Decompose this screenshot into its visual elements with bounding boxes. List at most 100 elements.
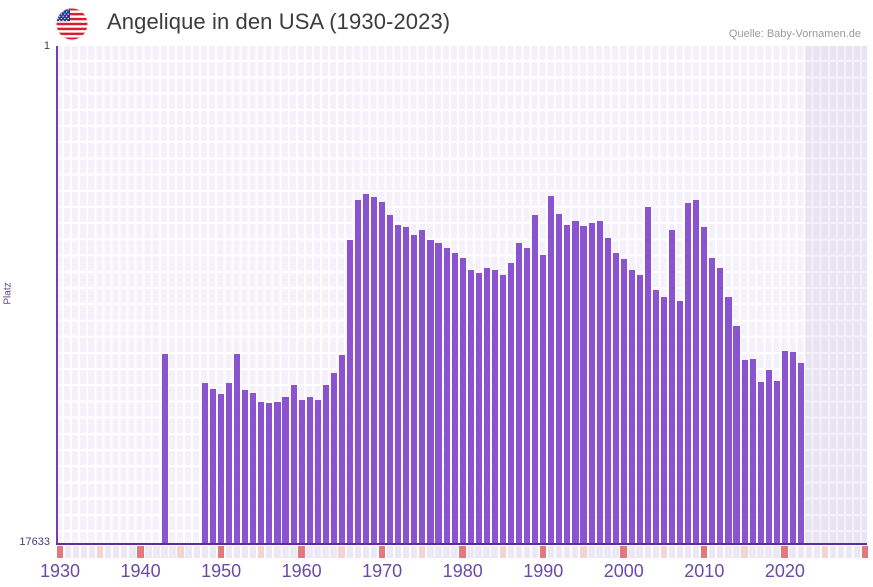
bar-1957[interactable] bbox=[274, 402, 281, 545]
bar-1971[interactable] bbox=[387, 215, 394, 545]
bar-1963[interactable] bbox=[322, 385, 329, 545]
bar-2017[interactable] bbox=[757, 382, 764, 545]
bar-2002[interactable] bbox=[636, 275, 643, 545]
bar-1982[interactable] bbox=[475, 273, 482, 545]
x-tick-1966 bbox=[346, 546, 353, 558]
bar-2003[interactable] bbox=[644, 207, 651, 545]
bar-1992[interactable] bbox=[556, 214, 563, 545]
bar-1949[interactable] bbox=[209, 389, 217, 545]
bar-1969[interactable] bbox=[371, 197, 378, 545]
bar-1997[interactable] bbox=[596, 221, 603, 545]
bar-2022[interactable] bbox=[797, 363, 804, 545]
bar-1958[interactable] bbox=[282, 397, 289, 545]
bar-1990[interactable] bbox=[540, 255, 547, 545]
bar-1956[interactable] bbox=[266, 403, 273, 545]
bar-2007[interactable] bbox=[677, 301, 684, 545]
bar-2014[interactable] bbox=[733, 326, 740, 545]
bar-2000[interactable] bbox=[620, 259, 627, 545]
x-tick-1969 bbox=[370, 546, 378, 558]
x-tick-1995 bbox=[580, 546, 587, 558]
bar-1959[interactable] bbox=[290, 385, 297, 545]
bar-2019[interactable] bbox=[773, 381, 780, 545]
bar-1973[interactable] bbox=[403, 227, 410, 545]
bar-2021[interactable] bbox=[789, 352, 796, 545]
bar-1951[interactable] bbox=[226, 383, 233, 545]
bar-1979[interactable] bbox=[451, 253, 458, 545]
bar-1983[interactable] bbox=[483, 268, 490, 545]
bar-1981[interactable] bbox=[467, 270, 474, 545]
bar-2013[interactable] bbox=[725, 297, 732, 545]
bar-2011[interactable] bbox=[709, 258, 716, 545]
bar-2001[interactable] bbox=[628, 270, 635, 545]
x-tick-1979 bbox=[451, 546, 458, 558]
x-tick-1990 bbox=[539, 546, 547, 558]
bar-1975[interactable] bbox=[419, 230, 426, 545]
bar-1998[interactable] bbox=[604, 238, 611, 545]
bar-2015[interactable] bbox=[741, 360, 748, 545]
bar-1950[interactable] bbox=[218, 394, 225, 545]
bar-1989[interactable] bbox=[532, 215, 539, 545]
x-tick-1935 bbox=[96, 546, 104, 558]
x-tick-2000 bbox=[620, 546, 627, 558]
bar-1967[interactable] bbox=[354, 200, 362, 545]
bar-1985[interactable] bbox=[499, 275, 507, 545]
bar-1984[interactable] bbox=[491, 270, 498, 545]
bar-1993[interactable] bbox=[564, 225, 571, 545]
bar-1965[interactable] bbox=[338, 355, 345, 545]
x-tick-2024 bbox=[813, 546, 821, 558]
bar-1964[interactable] bbox=[330, 373, 337, 545]
x-tick-1949 bbox=[209, 546, 217, 558]
bar-1986[interactable] bbox=[507, 263, 515, 545]
bar-1966[interactable] bbox=[346, 240, 353, 545]
bar-1994[interactable] bbox=[572, 221, 579, 545]
bar-1972[interactable] bbox=[395, 225, 402, 545]
bar-1962[interactable] bbox=[314, 400, 321, 545]
x-tick-1930 bbox=[56, 546, 64, 558]
x-tick-1970 bbox=[378, 546, 386, 558]
bar-1952[interactable] bbox=[234, 354, 241, 545]
bar-1978[interactable] bbox=[443, 248, 450, 545]
bar-2004[interactable] bbox=[652, 290, 660, 545]
bar-2009[interactable] bbox=[693, 200, 700, 545]
bar-1961[interactable] bbox=[306, 397, 313, 545]
bar-2012[interactable] bbox=[717, 268, 724, 545]
bar-1988[interactable] bbox=[524, 248, 531, 545]
bar-2010[interactable] bbox=[701, 227, 708, 545]
bar-1960[interactable] bbox=[298, 400, 305, 545]
bar-1980[interactable] bbox=[459, 258, 466, 545]
x-tick-1938 bbox=[121, 546, 128, 558]
bar-1991[interactable] bbox=[548, 196, 555, 545]
bar-1974[interactable] bbox=[411, 235, 418, 545]
bar-2016[interactable] bbox=[749, 359, 756, 545]
bar-1977[interactable] bbox=[435, 243, 442, 545]
bar-1999[interactable] bbox=[612, 253, 619, 545]
x-tick-1964 bbox=[330, 546, 337, 558]
x-tick-1986 bbox=[507, 546, 515, 558]
bar-1955[interactable] bbox=[258, 402, 265, 545]
x-tick-1974 bbox=[410, 546, 418, 558]
bar-1968[interactable] bbox=[363, 194, 370, 545]
bar-1987[interactable] bbox=[516, 243, 523, 545]
bar-1976[interactable] bbox=[427, 240, 434, 545]
x-axis-label-1960: 1960 bbox=[281, 561, 322, 581]
bar-1995[interactable] bbox=[580, 226, 587, 545]
bar-2006[interactable] bbox=[669, 230, 676, 545]
bar-1948[interactable] bbox=[201, 383, 209, 545]
bar-2020[interactable] bbox=[781, 351, 788, 545]
bar-1970[interactable] bbox=[379, 202, 386, 545]
x-tick-2027 bbox=[837, 546, 845, 558]
bar-1943[interactable] bbox=[161, 354, 168, 545]
bar-2005[interactable] bbox=[660, 297, 668, 545]
bar-2018[interactable] bbox=[765, 370, 772, 545]
x-tick-1988 bbox=[523, 546, 531, 558]
x-axis-label-1930: 1930 bbox=[39, 561, 81, 581]
x-tick-1951 bbox=[225, 546, 233, 558]
bar-1996[interactable] bbox=[588, 223, 595, 545]
bar-2008[interactable] bbox=[685, 203, 692, 545]
bar-1953[interactable] bbox=[242, 390, 249, 545]
x-tick-2022 bbox=[797, 546, 804, 558]
x-tick-1968 bbox=[362, 546, 370, 558]
x-tick-2016 bbox=[749, 546, 756, 558]
source-credit: Quelle: Baby-Vornamen.de bbox=[728, 28, 861, 40]
bar-1954[interactable] bbox=[250, 393, 257, 545]
